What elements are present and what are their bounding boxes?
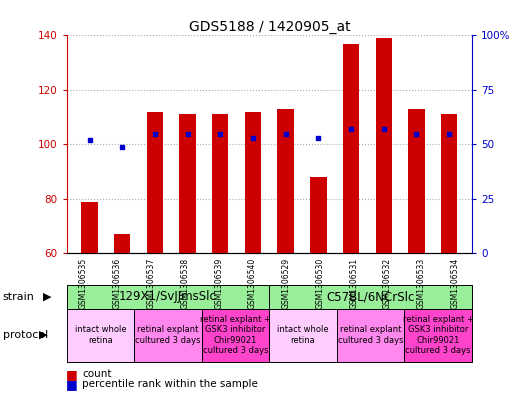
Bar	[67, 285, 269, 309]
Text: strain: strain	[3, 292, 34, 302]
Text: retinal explant
cultured 3 days: retinal explant cultured 3 days	[135, 325, 201, 345]
Text: GSM1306538: GSM1306538	[181, 257, 189, 309]
Text: count: count	[82, 369, 112, 379]
Text: percentile rank within the sample: percentile rank within the sample	[82, 379, 258, 389]
Point	[184, 130, 192, 137]
Text: GSM1306531: GSM1306531	[349, 257, 358, 309]
Text: intact whole
retina: intact whole retina	[75, 325, 126, 345]
Text: ▶: ▶	[43, 292, 51, 302]
Bar	[269, 285, 472, 309]
Text: GSM1306537: GSM1306537	[147, 257, 155, 309]
Text: retinal explant +
GSK3 inhibitor
Chir99021
cultured 3 days: retinal explant + GSK3 inhibitor Chir990…	[200, 315, 271, 355]
Point	[118, 143, 126, 150]
Text: GSM1306536: GSM1306536	[113, 257, 122, 309]
Point	[347, 126, 355, 132]
Bar	[404, 309, 472, 362]
Bar	[147, 112, 163, 253]
Text: 129X1/SvJJmsSlc: 129X1/SvJJmsSlc	[119, 290, 217, 303]
Text: retinal explant +
GSK3 inhibitor
Chir99021
cultured 3 days: retinal explant + GSK3 inhibitor Chir990…	[403, 315, 473, 355]
Bar	[134, 309, 202, 362]
Title: GDS5188 / 1420905_at: GDS5188 / 1420905_at	[188, 20, 350, 34]
Bar	[269, 309, 337, 362]
Text: GSM1306530: GSM1306530	[315, 257, 325, 309]
Bar	[212, 114, 228, 253]
Point	[151, 130, 159, 137]
Text: GSM1306534: GSM1306534	[450, 257, 460, 309]
Point	[86, 137, 94, 143]
Bar	[67, 309, 134, 362]
Text: intact whole
retina: intact whole retina	[278, 325, 329, 345]
Text: GSM1306535: GSM1306535	[79, 257, 88, 309]
Text: protocol: protocol	[3, 330, 48, 340]
Text: ■: ■	[66, 378, 77, 391]
Text: GSM1306540: GSM1306540	[248, 257, 257, 309]
Text: C57BL/6NCrSlc: C57BL/6NCrSlc	[326, 290, 415, 303]
Text: GSM1306539: GSM1306539	[214, 257, 223, 309]
Bar	[114, 234, 130, 253]
Bar	[278, 109, 294, 253]
Text: GSM1306533: GSM1306533	[417, 257, 426, 309]
Bar	[245, 112, 261, 253]
Text: GSM1306532: GSM1306532	[383, 257, 392, 309]
Bar	[337, 309, 404, 362]
Point	[314, 135, 323, 141]
Bar	[310, 177, 326, 253]
Bar	[441, 114, 457, 253]
Text: ■: ■	[66, 367, 77, 381]
Bar	[82, 202, 98, 253]
Point	[282, 130, 290, 137]
Point	[412, 130, 421, 137]
Bar	[343, 44, 359, 253]
Point	[249, 135, 257, 141]
Bar	[180, 114, 196, 253]
Point	[216, 130, 224, 137]
Bar	[376, 38, 392, 253]
Bar	[202, 309, 269, 362]
Text: ▶: ▶	[38, 330, 47, 340]
Bar	[408, 109, 425, 253]
Point	[445, 130, 453, 137]
Text: GSM1306529: GSM1306529	[282, 257, 291, 309]
Point	[380, 126, 388, 132]
Text: retinal explant
cultured 3 days: retinal explant cultured 3 days	[338, 325, 403, 345]
